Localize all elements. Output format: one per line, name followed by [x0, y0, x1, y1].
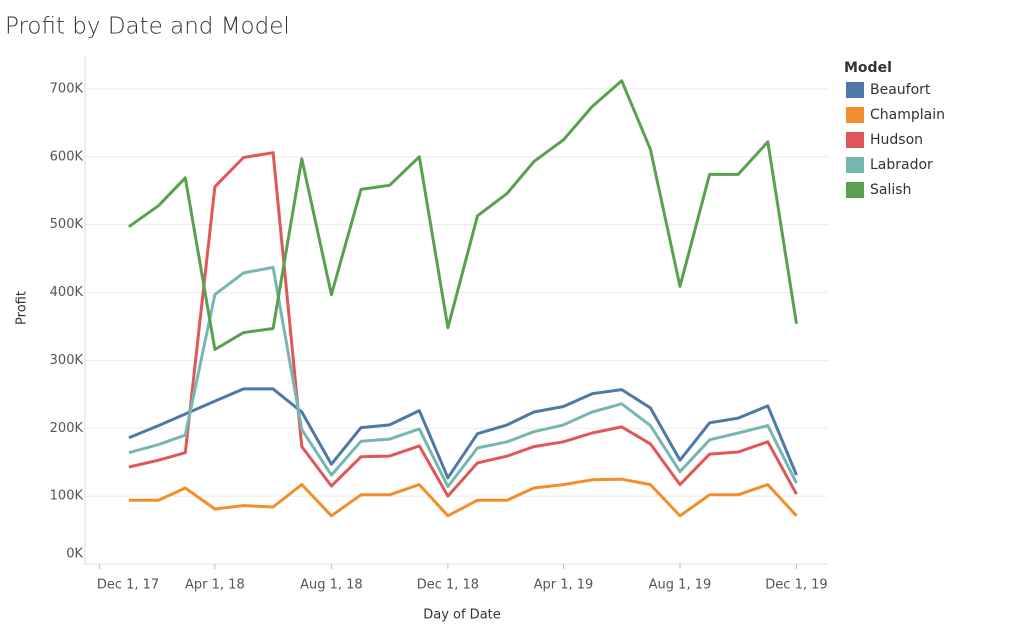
- x-tick-label: Dec 1, 18: [417, 578, 479, 593]
- legend-swatch: [846, 157, 864, 173]
- legend-item: Hudson: [870, 132, 923, 148]
- x-tick-label: Aug 1, 19: [649, 578, 712, 593]
- chart-title: Profit by Date and Model: [5, 14, 290, 40]
- legend-swatch: [846, 182, 864, 198]
- x-tick-label: Aug 1, 18: [300, 578, 363, 593]
- y-tick-label: 600K: [50, 149, 84, 164]
- series-line: [128, 265, 798, 489]
- legend-swatch: [846, 82, 864, 98]
- legend-item: Beaufort: [870, 82, 931, 98]
- y-tick-label: 200K: [50, 421, 84, 436]
- series-line: [128, 79, 798, 351]
- legend-item: Champlain: [870, 107, 945, 123]
- x-axis-label: Day of Date: [423, 608, 501, 623]
- y-axis-label: Profit: [15, 291, 30, 325]
- x-tick-label: Apr 1, 19: [534, 578, 594, 593]
- series-line: [128, 387, 798, 480]
- legend-title: Model: [844, 60, 892, 76]
- x-tick-label: Apr 1, 18: [185, 578, 245, 593]
- y-tick-label: 700K: [50, 81, 84, 96]
- y-tick-label: 400K: [50, 285, 84, 300]
- y-tick-label: 100K: [50, 489, 84, 504]
- legend-swatch: [846, 132, 864, 148]
- y-tick-label: 300K: [50, 353, 84, 368]
- legend-swatch: [846, 107, 864, 123]
- legend-item: Salish: [870, 182, 911, 198]
- y-tick-label: 500K: [50, 217, 84, 232]
- x-tick-label: Dec 1, 17: [97, 578, 159, 593]
- series-line: [128, 151, 798, 498]
- x-tick-label: Dec 1, 19: [765, 578, 827, 593]
- legend-item: Labrador: [870, 157, 933, 173]
- series-line: [128, 477, 798, 518]
- y-tick-label: 0K: [66, 547, 83, 562]
